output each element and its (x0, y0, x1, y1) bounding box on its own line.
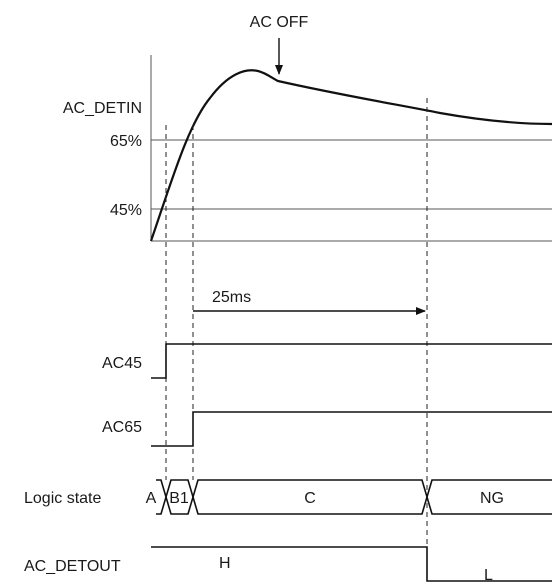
ac-off-label: AC OFF (250, 14, 309, 31)
ac45-label: AC45 (102, 355, 142, 372)
logic-state-ng: NG (480, 490, 504, 507)
ac65-waveform (151, 411, 552, 447)
threshold-65-label: 65% (110, 133, 142, 150)
logic-state-b1: B1 (169, 490, 189, 507)
interval-label: 25ms (212, 289, 251, 306)
ac-detin-label: AC_DETIN (63, 100, 142, 117)
logic-state-a: A (146, 490, 157, 507)
ac-detin-curve (149, 69, 552, 242)
ac-detout-high-label: H (219, 555, 231, 572)
ac-detout-low-label: L (484, 567, 493, 584)
threshold-45-label: 45% (110, 202, 142, 219)
logic-state-bus (156, 479, 552, 515)
ac45-waveform (151, 343, 552, 379)
logic-state-label: Logic state (24, 490, 101, 507)
ac65-label: AC65 (102, 419, 142, 436)
ac-detout-label: AC_DETOUT (24, 558, 121, 575)
ac-detout-waveform (151, 546, 552, 582)
logic-state-c: C (304, 490, 316, 507)
